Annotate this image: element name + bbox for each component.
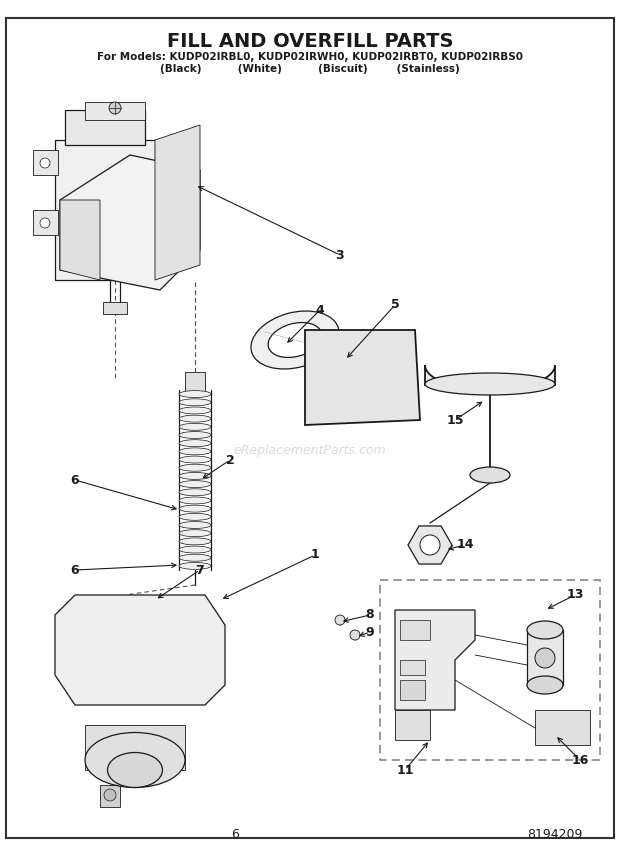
Ellipse shape [179,448,211,455]
Text: 3: 3 [335,248,344,261]
Ellipse shape [425,373,555,395]
Circle shape [535,648,555,668]
Ellipse shape [85,733,185,788]
Circle shape [118,623,132,637]
Text: 4: 4 [316,304,324,317]
Bar [400,680,425,700]
Ellipse shape [179,456,211,463]
Polygon shape [60,200,100,280]
Ellipse shape [179,431,211,438]
Bar [185,372,205,392]
Ellipse shape [179,514,211,520]
Text: 8: 8 [366,609,374,621]
Ellipse shape [179,554,211,562]
Polygon shape [60,155,200,290]
Circle shape [161,616,189,644]
Ellipse shape [179,546,211,553]
Bar [100,785,120,807]
Ellipse shape [179,424,211,431]
Circle shape [167,622,183,638]
Circle shape [109,102,121,114]
Ellipse shape [179,530,211,537]
Ellipse shape [179,407,211,414]
Ellipse shape [179,521,211,528]
Bar [85,725,185,770]
Bar [33,210,58,235]
Bar [55,140,155,280]
Ellipse shape [179,562,211,569]
Polygon shape [395,610,475,710]
Ellipse shape [179,415,211,422]
Bar [380,580,600,760]
Text: 5: 5 [391,299,399,312]
Circle shape [103,608,147,652]
Bar [400,660,425,675]
Circle shape [330,350,390,410]
Text: 7: 7 [196,563,205,576]
Bar [202,617,220,633]
Bar [202,667,220,683]
Polygon shape [305,330,420,425]
Ellipse shape [179,538,211,544]
Text: eReplacementParts.com: eReplacementParts.com [234,443,386,456]
Text: 11: 11 [396,764,414,776]
Ellipse shape [179,480,211,488]
Ellipse shape [179,473,211,479]
Ellipse shape [470,467,510,483]
Circle shape [112,617,138,643]
Bar [153,210,183,235]
Text: 9: 9 [366,626,374,639]
Text: 8194209: 8194209 [528,829,583,841]
Bar [57,617,75,633]
Text: 2: 2 [226,454,234,467]
Text: For Models: KUDP02IRBL0, KUDP02IRWH0, KUDP02IRBT0, KUDP02IRBS0: For Models: KUDP02IRBL0, KUDP02IRWH0, KU… [97,52,523,62]
Text: 14: 14 [456,538,474,551]
Ellipse shape [179,464,211,471]
Bar [103,302,127,314]
Bar [400,620,430,640]
Ellipse shape [179,440,211,447]
Bar [33,150,58,175]
Text: FILL AND OVERFILL PARTS: FILL AND OVERFILL PARTS [167,32,453,51]
Text: 6: 6 [71,473,79,486]
Text: 16: 16 [571,753,588,766]
Ellipse shape [68,182,143,258]
Ellipse shape [179,390,211,397]
Polygon shape [155,125,200,280]
Bar [395,710,430,740]
Ellipse shape [179,505,211,512]
Circle shape [342,362,378,398]
Text: 13: 13 [566,589,583,602]
Circle shape [335,615,345,625]
Ellipse shape [527,621,563,639]
Circle shape [420,535,440,555]
Ellipse shape [179,497,211,504]
Text: 1: 1 [311,549,319,562]
Circle shape [104,789,116,801]
Text: 15: 15 [446,413,464,426]
Ellipse shape [251,311,339,369]
Bar [153,160,183,185]
Text: 6: 6 [231,829,239,841]
Circle shape [40,158,50,168]
Ellipse shape [527,676,563,694]
Ellipse shape [179,489,211,496]
Text: (Black)          (White)          (Biscuit)        (Stainless): (Black) (White) (Biscuit) (Stainless) [160,64,460,74]
Bar [85,102,145,120]
Ellipse shape [179,399,211,406]
Ellipse shape [107,752,162,788]
Text: 6: 6 [71,563,79,576]
Polygon shape [425,365,555,390]
Circle shape [40,218,50,228]
Ellipse shape [268,323,322,358]
Polygon shape [55,595,225,705]
Bar [527,630,563,685]
Bar [535,710,590,745]
Circle shape [350,630,360,640]
Bar [65,110,145,145]
